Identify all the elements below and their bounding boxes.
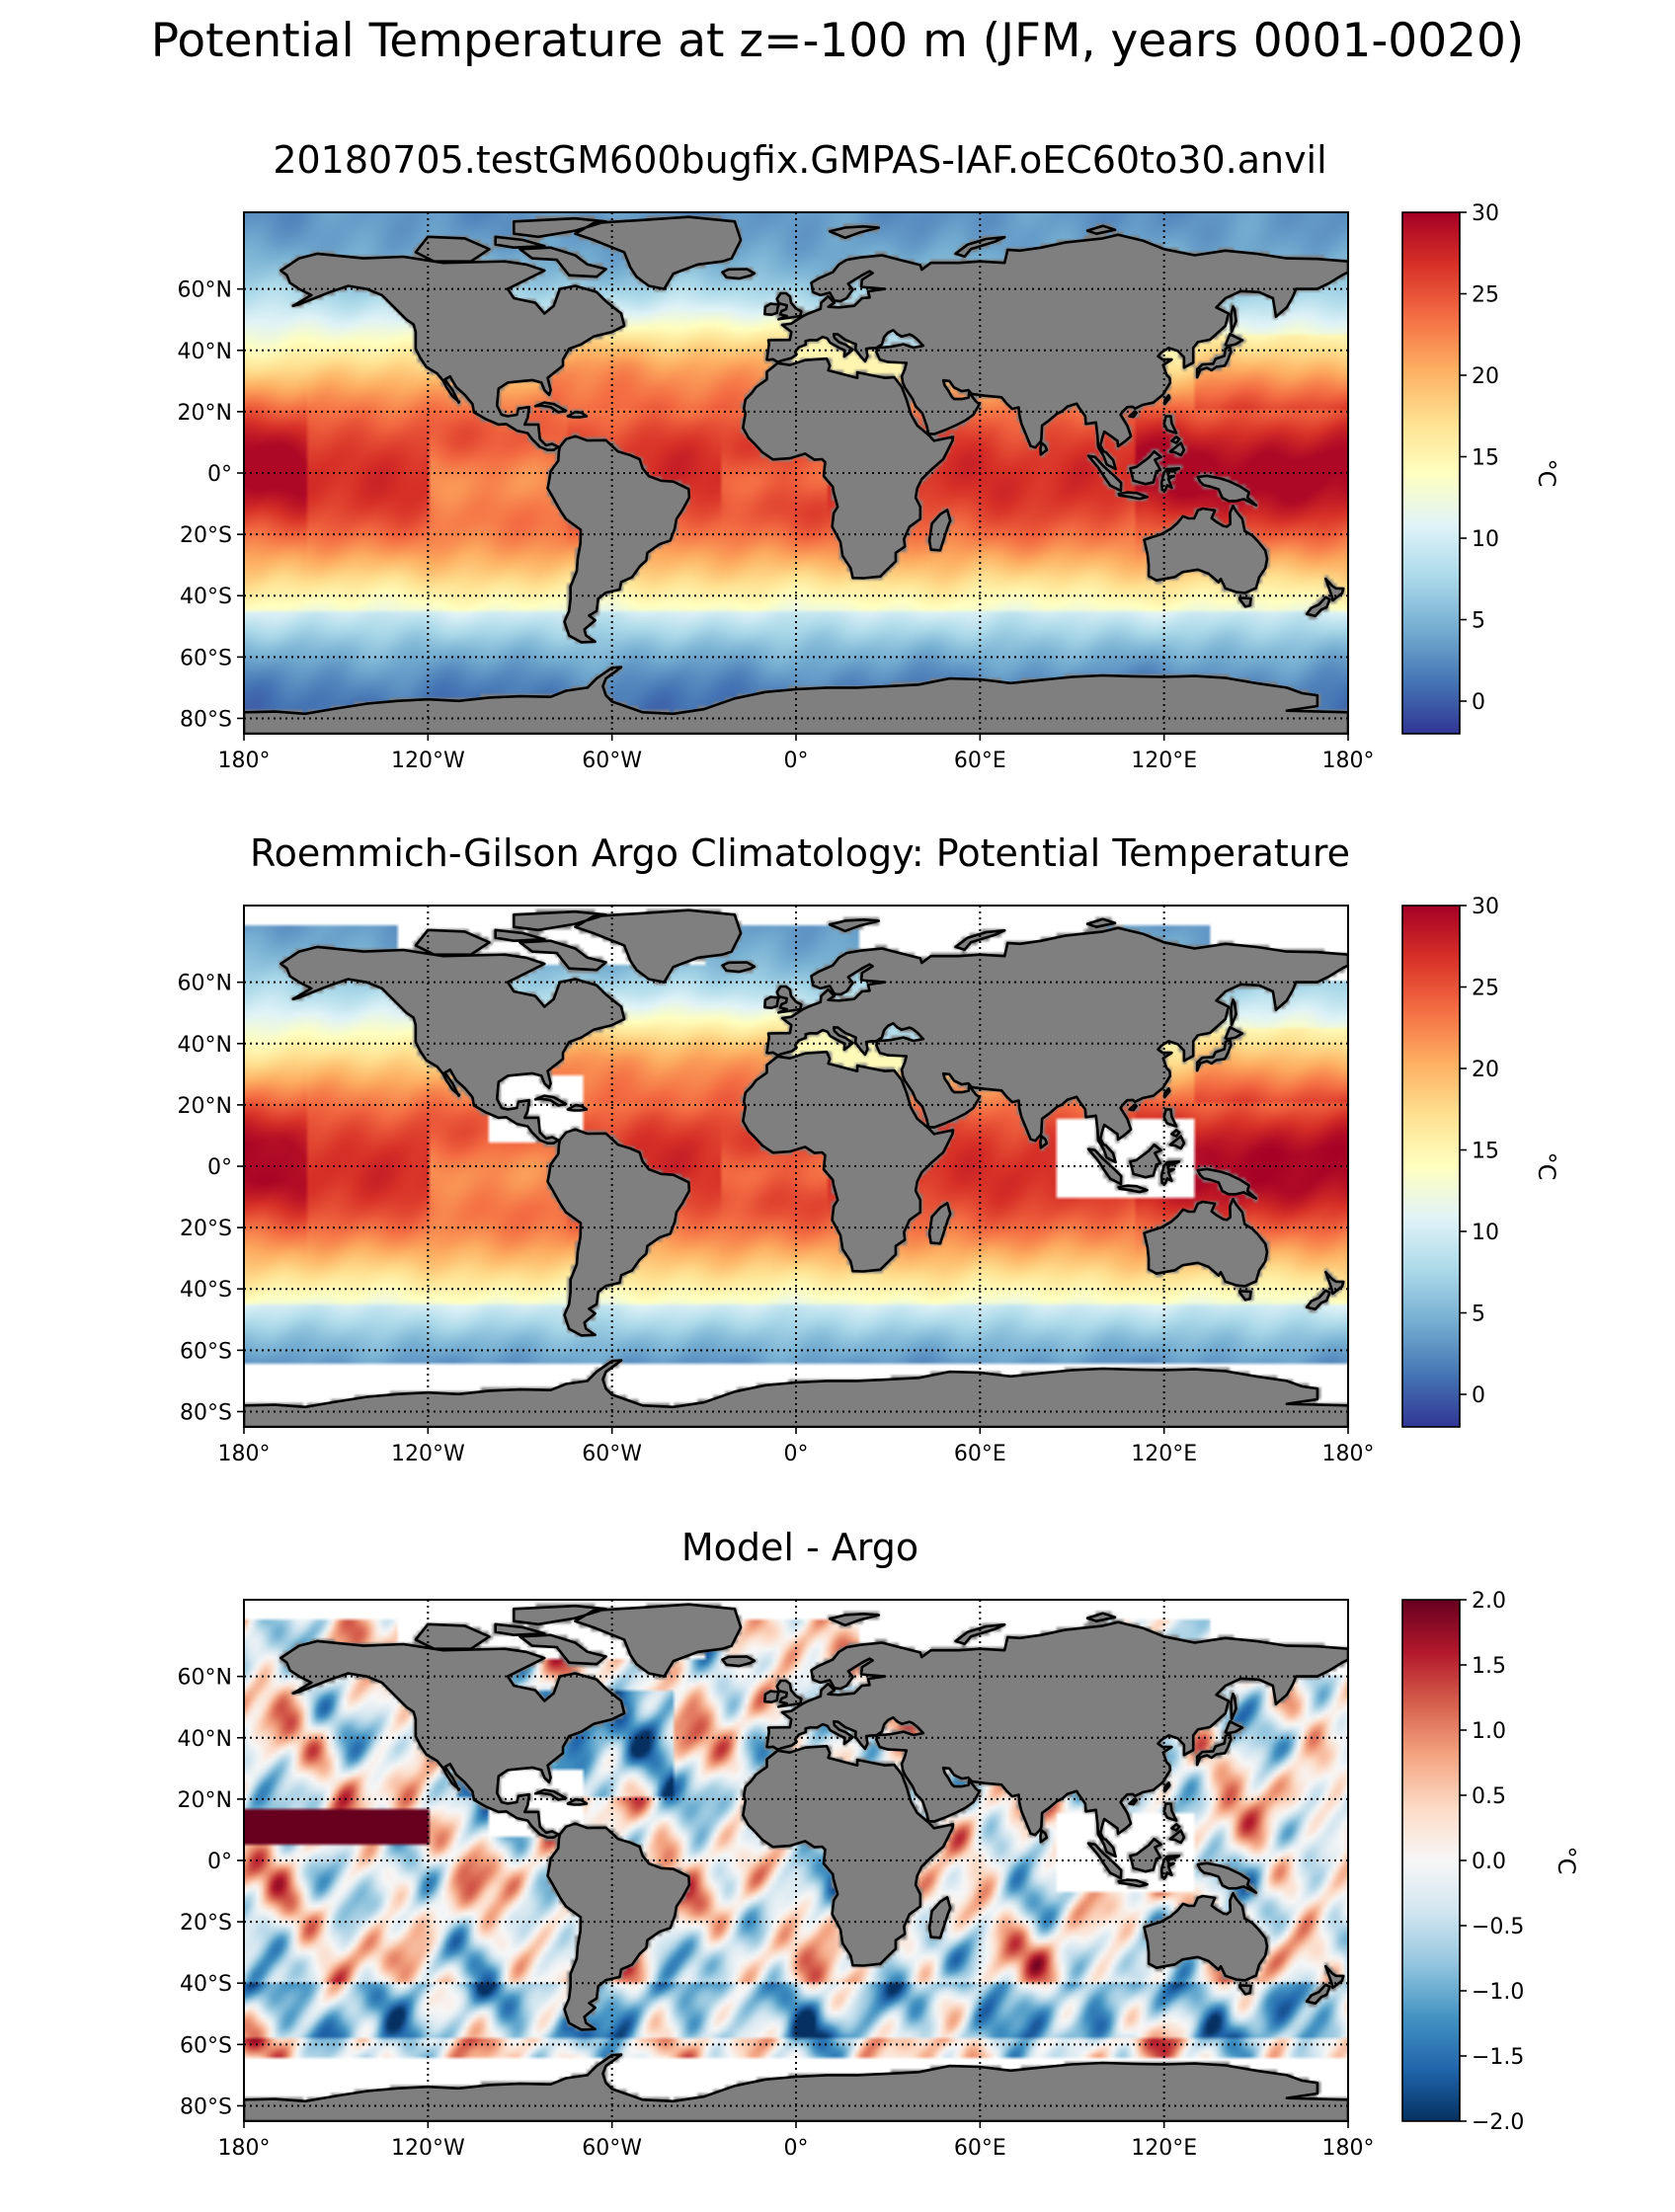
lon-tick-label: 120°W (391, 2136, 465, 2161)
land-coastline (244, 1603, 1348, 2121)
lon-tick-label: 180° (1322, 1442, 1375, 1466)
lat-tick-label: 60°S (180, 646, 232, 671)
colorbar-unit-label: °C (1533, 1152, 1560, 1181)
lat-tick-label: 0° (207, 1850, 232, 1874)
graticule (244, 212, 1348, 734)
map-panel-obs: 60°N 40°N 20°N 0° 20°S 40°S 60°S 80°S 180° 120°W 6… (178, 895, 1560, 1466)
panel-title-obs: Roemmich-Gilson Argo Climatology: Potent… (249, 831, 1351, 875)
colorbar-tick-label: 15 (1472, 446, 1499, 471)
graticule (244, 906, 1348, 1427)
lon-tick-label: 60°W (582, 749, 642, 773)
lat-tick-label: 60°S (180, 1339, 232, 1364)
colorbar-tick-label: 5 (1472, 1303, 1485, 1327)
colorbar-tick-label: 0.0 (1472, 1850, 1506, 1874)
lat-tick-label: 40°N (178, 1727, 232, 1752)
lon-tick-label: 120°E (1131, 1442, 1197, 1466)
lat-tick-label: 80°S (180, 1400, 232, 1425)
lon-tick-label: 120°W (391, 1442, 465, 1466)
lat-tick-label: 20°S (180, 523, 232, 548)
lat-tick-label: 60°S (180, 2033, 232, 2058)
lat-tick-label: 80°S (180, 707, 232, 732)
colorbar-bias (1401, 1599, 1461, 2122)
lon-tick-label: 180° (218, 749, 271, 773)
colorbar-obs (1401, 905, 1461, 1428)
graticule (244, 1600, 1348, 2121)
land-coastline (244, 215, 1348, 734)
lat-tick-label: 60°N (178, 972, 232, 996)
colorbar-tick-label: 10 (1472, 1221, 1499, 1245)
colorbar-tick-label: 20 (1472, 1058, 1499, 1082)
lon-tick-label: 60°W (582, 1442, 642, 1466)
lat-tick-label: 80°S (180, 2094, 232, 2119)
colorbar-tick-label: 2.0 (1472, 1589, 1506, 1614)
lon-tick-label: 60°E (954, 2136, 1006, 2161)
colorbar-tick-label: 30 (1472, 895, 1499, 919)
panel-title-model: 20180705.testGM600bugfix.GMPAS-IAF.oEC60… (273, 138, 1327, 182)
colorbar-tick-label: −0.5 (1472, 1915, 1524, 1939)
colorbar-tick-label: 25 (1472, 283, 1499, 308)
land-coastline (244, 908, 1348, 1427)
map-panel-model: 60°N 40°N 20°N 0° 20°S 40°S 60°S 80°S 180° 120°W 6… (178, 201, 1560, 773)
lat-tick-label: 20°S (180, 1911, 232, 1936)
lon-tick-label: 180° (218, 1442, 271, 1466)
colorbar-unit-label: °C (1553, 1847, 1580, 1875)
lat-tick-label: 20°N (178, 1094, 232, 1119)
lat-tick-label: 20°S (180, 1217, 232, 1241)
lon-tick-label: 60°W (582, 2136, 642, 2161)
colorbar-tick-label: −2.0 (1472, 2110, 1524, 2135)
lat-tick-label: 0° (207, 462, 232, 487)
colorbar-tick-label: 1.0 (1472, 1719, 1506, 1744)
colorbar-model (1401, 211, 1461, 735)
lat-tick-label: 40°N (178, 340, 232, 364)
colorbar-tick-label: 5 (1472, 609, 1485, 634)
colorbar-tick-label: 25 (1472, 977, 1499, 1001)
lat-tick-label: 60°N (178, 1666, 232, 1691)
map-panel-bias: 60°N 40°N 20°N 0° 20°S 40°S 60°S 80°S 180° 120°W 6… (178, 1589, 1580, 2161)
colorbar-tick-label: −1.0 (1472, 1980, 1524, 2005)
lon-tick-label: 180° (1322, 2136, 1375, 2161)
panel-title-bias: Model - Argo (680, 1526, 919, 1569)
lon-tick-label: 120°E (1131, 2136, 1197, 2161)
colorbar-tick-label: 15 (1472, 1140, 1499, 1164)
lon-tick-label: 60°E (954, 1442, 1006, 1466)
lat-tick-label: 20°N (178, 401, 232, 426)
lat-tick-label: 40°N (178, 1033, 232, 1058)
lat-tick-label: 60°N (178, 278, 232, 303)
lat-tick-label: 40°S (180, 585, 232, 609)
lon-tick-label: 0° (784, 1442, 809, 1466)
lat-tick-label: 40°S (180, 1278, 232, 1303)
colorbar-unit-label: °C (1533, 459, 1560, 488)
colorbar-tick-label: 20 (1472, 364, 1499, 389)
colorbar-tick-label: 0.5 (1472, 1784, 1506, 1809)
lon-tick-label: 180° (218, 2136, 271, 2161)
lon-tick-label: 0° (784, 2136, 809, 2161)
lon-tick-label: 180° (1322, 749, 1375, 773)
lon-tick-label: 120°E (1131, 749, 1197, 773)
lat-tick-label: 0° (207, 1155, 232, 1180)
lat-tick-label: 40°S (180, 1972, 232, 1997)
colorbar-tick-label: 1.5 (1472, 1654, 1506, 1679)
colorbar-tick-label: 0 (1472, 1383, 1485, 1408)
colorbar-tick-label: 10 (1472, 527, 1499, 552)
figure-title: Potential Temperature at z=-100 m (JFM, … (150, 14, 1525, 68)
lat-tick-label: 20°N (178, 1788, 232, 1813)
colorbar-tick-label: 0 (1472, 690, 1485, 715)
lon-tick-label: 0° (784, 749, 809, 773)
lon-tick-label: 60°E (954, 749, 1006, 773)
colorbar-tick-label: 30 (1472, 201, 1499, 226)
colorbar-tick-label: −1.5 (1472, 2045, 1524, 2070)
lon-tick-label: 120°W (391, 749, 465, 773)
